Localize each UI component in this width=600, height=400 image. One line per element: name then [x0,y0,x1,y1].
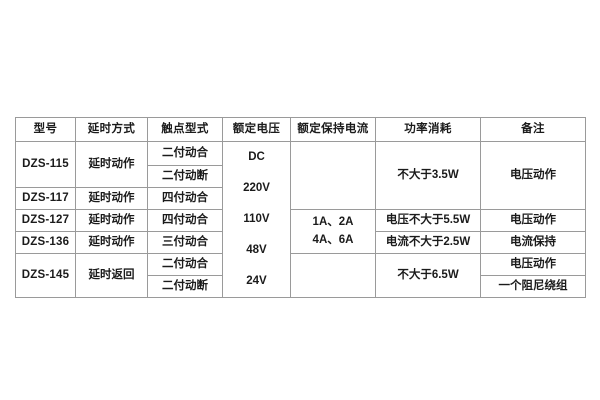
cell-current-empty-top [290,141,376,210]
cell-contact-dzs115-a: 二付动合 [147,141,223,166]
header-rated-holding-current: 额定保持电流 [290,117,376,142]
cell-model-dzs117: DZS-117 [15,187,76,210]
table-row: DZS-136 延时动作 三付动合 电流不大于2.5W 电流保持 [15,231,586,254]
header-remarks: 备注 [480,117,586,142]
cell-delay-dzs127: 延时动作 [75,209,148,232]
table-row: DZS-115 延时动作 二付动合 DC 220V 110V 48V 24V 不… [15,141,586,298]
cell-current-empty-bottom [290,253,376,298]
cell-power-6-5w: 不大于6.5W [375,253,481,298]
relay-specification-table: 型号 延时方式 触点型式 额定电压 额定保持电流 功率消耗 备注 DZS-115… [15,117,586,298]
voltage-value-220v: 220V [243,182,270,195]
current-value-1a-2a: 1A、2A [312,216,354,229]
voltage-value-dc: DC [248,151,265,164]
header-rated-voltage: 额定电压 [222,117,291,142]
cell-model-dzs145: DZS-145 [15,253,76,298]
cell-model-dzs127: DZS-127 [15,209,76,232]
cell-contact-dzs115-b: 二付动断 [147,165,223,188]
cell-model-dzs136: DZS-136 [15,231,76,254]
voltage-value-24v: 24V [246,275,267,288]
table-row: DZS-145 延时返回 二付动合 不大于6.5W 电压动作 [15,253,586,298]
cell-power-3-5w: 不大于3.5W [375,141,481,210]
cell-delay-dzs115: 延时动作 [75,141,148,188]
cell-model-dzs115: DZS-115 [15,141,76,188]
voltage-value-48v: 48V [246,244,267,257]
header-contact-type: 触点型式 [147,117,223,142]
cell-contact-dzs145-a: 二付动合 [147,253,223,276]
current-value-4a-6a: 4A、6A [312,233,354,246]
cell-power-2-5w: 电流不大于2.5W [375,231,481,254]
cell-rated-holding-current: 1A、2A 4A、6A [290,209,376,254]
table-header-row: 型号 延时方式 触点型式 额定电压 额定保持电流 功率消耗 备注 [15,117,586,142]
cell-remark-current-hold: 电流保持 [480,231,586,254]
cell-power-5-5w: 电压不大于5.5W [375,209,481,232]
cell-delay-dzs117: 延时动作 [75,187,148,210]
table-row: DZS-127 延时动作 四付动合 1A、2A 4A、6A 电压不大于5.5W … [15,209,586,254]
specification-table-container: 型号 延时方式 触点型式 额定电压 额定保持电流 功率消耗 备注 DZS-115… [15,117,586,298]
voltage-value-110v: 110V [243,213,270,226]
cell-contact-dzs127: 四付动合 [147,209,223,232]
cell-contact-dzs136: 三付动合 [147,231,223,254]
header-delay-mode: 延时方式 [75,117,148,142]
cell-rated-voltage-merged: DC 220V 110V 48V 24V [222,141,291,298]
cell-remark-voltage-action-dzs145: 电压动作 [480,253,586,276]
cell-delay-dzs145: 延时返回 [75,253,148,298]
header-model: 型号 [15,117,76,142]
cell-delay-dzs136: 延时动作 [75,231,148,254]
cell-remark-voltage-action-top: 电压动作 [480,141,586,210]
cell-remark-voltage-action-dzs127: 电压动作 [480,209,586,232]
cell-remark-damping-winding: 一个阻尼绕组 [480,275,586,298]
header-power-consumption: 功率消耗 [375,117,481,142]
cell-contact-dzs145-b: 二付动断 [147,275,223,298]
table-row: 二付动断 一个阻尼绕组 [16,275,586,298]
cell-contact-dzs117: 四付动合 [147,187,223,210]
